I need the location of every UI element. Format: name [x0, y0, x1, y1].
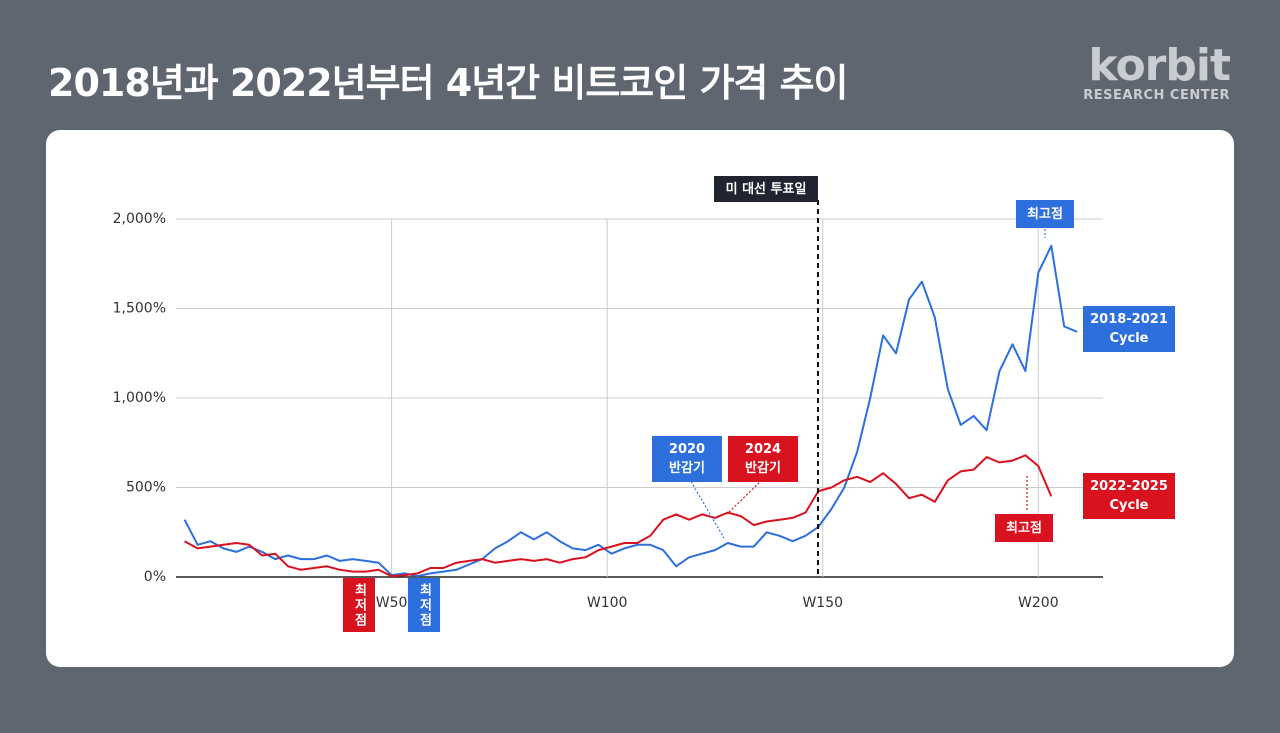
election-label: 미 대선 투표일: [714, 176, 818, 202]
x-tick-label: W200: [1018, 595, 1059, 611]
low-label: 최저점: [343, 578, 375, 632]
series-line: [183, 244, 1078, 578]
y-tick-label: 0%: [144, 569, 166, 585]
logo-sub: RESEARCH CENTER: [1083, 88, 1230, 103]
halving-label: 2024 반감기: [728, 436, 798, 482]
x-tick-label: W50: [376, 595, 408, 611]
y-tick-label: 1,000%: [113, 390, 166, 406]
y-tick-label: 500%: [126, 480, 166, 496]
y-tick-label: 2,000%: [113, 211, 166, 227]
halving-line: 반감기: [745, 461, 781, 476]
peak-label: 최고점: [1016, 200, 1074, 228]
logo-text: korbit: [1088, 40, 1231, 91]
x-tick-label: W100: [587, 595, 628, 611]
logo: korbit RESEARCH CENTER: [1083, 40, 1231, 104]
low-label: 최저점: [408, 578, 440, 632]
series-line: [184, 454, 1053, 578]
halving-label: 2020 반감기: [652, 436, 722, 482]
halving-line: 2024: [744, 442, 782, 457]
halving-line: 2020: [668, 442, 706, 457]
legend-label: 2022-2025 Cycle: [1083, 473, 1175, 519]
legend-label: 2018-2021 Cycle: [1083, 306, 1175, 352]
halving-line: 반감기: [669, 461, 705, 476]
peak-label: 최고점: [995, 514, 1053, 542]
title: 2018년과 2022년부터 4년간 비트코인 가격 추이: [48, 61, 849, 105]
annotation-arrows: [688, 229, 1046, 539]
y-tick-label: 1,500%: [113, 301, 166, 317]
plot: 0% 500% 1,000% 1,500% 2,000% W50 W100 W150 W200: [113, 211, 1103, 611]
x-tick-label: W150: [802, 595, 843, 611]
